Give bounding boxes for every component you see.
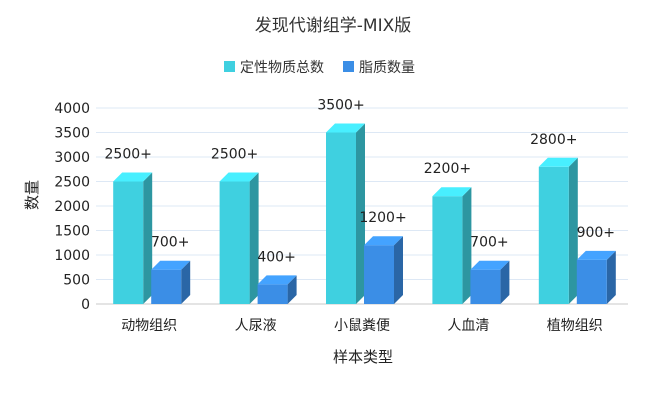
data-label: 700+ — [470, 235, 508, 251]
bar-side — [500, 260, 510, 304]
y-tick-label: 3500 — [54, 126, 90, 142]
bar-top — [432, 187, 472, 197]
y-tick-label: 3000 — [54, 150, 90, 166]
x-category-label: 人血清 — [447, 318, 489, 334]
legend: 定性物质总数 脂质数量 — [224, 60, 415, 76]
bars — [113, 123, 616, 304]
data-labels: 2500+ 700+ 2500+ 400+ 3500+ 1200+ 2200+ 700+ 280… — [105, 98, 616, 266]
bar-side — [181, 260, 191, 304]
bar — [326, 132, 356, 304]
legend-label-series-1: 定性物质总数 — [240, 60, 324, 76]
bar-top — [113, 172, 153, 182]
y-tick-label: 0 — [81, 297, 90, 313]
y-tick-label: 1000 — [54, 248, 90, 264]
bar — [470, 269, 501, 304]
bar — [432, 196, 463, 304]
bar — [257, 284, 288, 304]
x-category-label: 人尿液 — [235, 318, 277, 334]
y-axis-ticks: 0 500 1000 1500 2000 2500 3000 3500 4000 — [54, 101, 90, 313]
data-label: 2200+ — [424, 161, 471, 177]
y-tick-label: 2500 — [54, 175, 90, 191]
data-label: 2800+ — [530, 132, 577, 148]
bar-side — [287, 275, 297, 304]
bar — [219, 181, 250, 304]
bar-top — [538, 157, 578, 167]
bar-top — [470, 260, 510, 270]
bar — [151, 269, 182, 304]
y-tick-label: 4000 — [54, 101, 90, 117]
y-tick-label: 1500 — [54, 224, 90, 240]
bar-side — [606, 250, 616, 304]
data-label: 400+ — [257, 249, 295, 265]
legend-label-series-2: 脂质数量 — [359, 60, 415, 76]
bar-side — [143, 172, 153, 304]
bar — [576, 259, 607, 304]
bar-top — [219, 172, 259, 182]
bar-top — [576, 250, 616, 260]
bar-top — [326, 123, 365, 133]
bar-side — [394, 236, 403, 304]
y-tick-label: 2000 — [54, 199, 90, 215]
y-axis-label: 数量 — [23, 180, 41, 210]
bar-side — [462, 187, 472, 304]
x-category-label: 植物组织 — [547, 318, 603, 334]
data-label: 700+ — [151, 235, 189, 251]
bar-side — [568, 157, 578, 304]
bar — [364, 245, 394, 304]
data-label: 900+ — [577, 225, 615, 241]
bar-top — [257, 275, 297, 285]
x-category-label: 小鼠粪便 — [334, 318, 390, 334]
legend-swatch-series-1 — [224, 61, 235, 72]
y-tick-label: 500 — [63, 273, 90, 289]
x-axis-label: 样本类型 — [333, 348, 393, 366]
x-axis-categories: 动物组织 人尿液 小鼠粪便 人血清 植物组织 — [121, 318, 603, 334]
bar-top — [364, 236, 403, 246]
bar — [113, 181, 144, 304]
bar-side — [356, 123, 365, 304]
data-label: 2500+ — [105, 147, 152, 163]
data-label: 3500+ — [317, 98, 364, 114]
bar — [538, 166, 569, 304]
bar-side — [249, 172, 259, 304]
data-label: 2500+ — [211, 147, 258, 163]
legend-swatch-series-2 — [343, 61, 354, 72]
bar-top — [151, 260, 191, 270]
data-label: 1200+ — [359, 210, 406, 226]
chart-title: 发现代谢组学-MIX版 — [255, 16, 411, 36]
x-category-label: 动物组织 — [121, 318, 177, 334]
